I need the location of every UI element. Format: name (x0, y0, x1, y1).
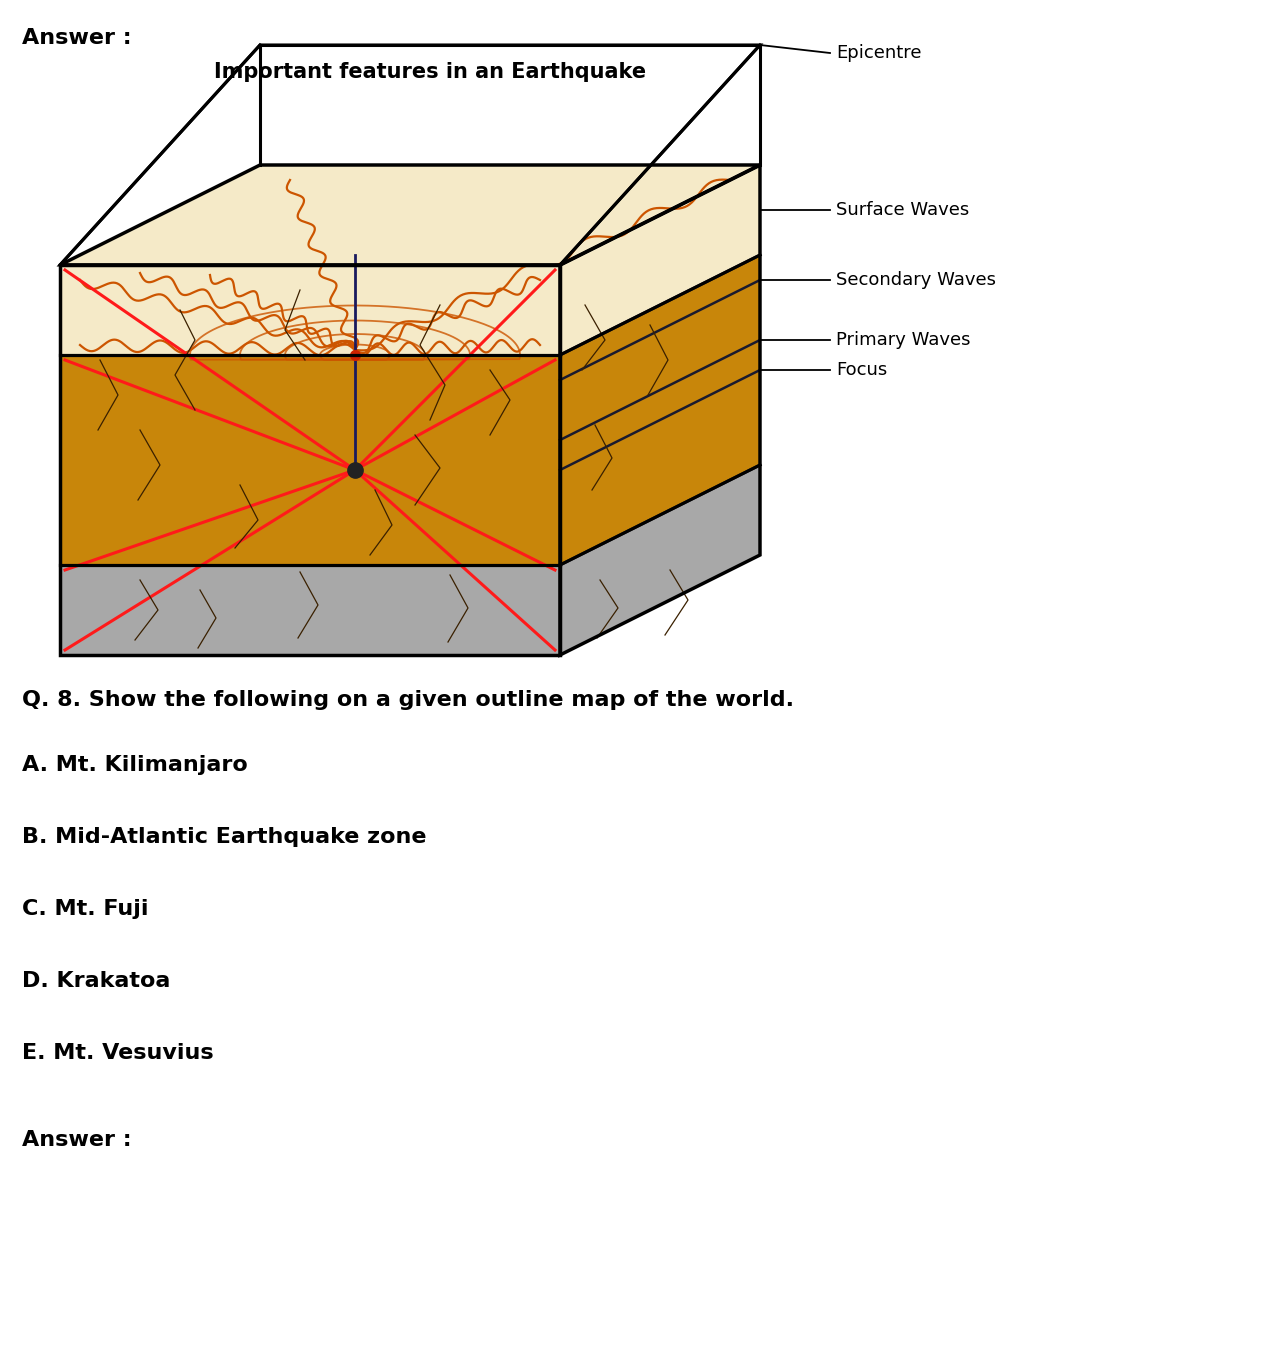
Text: Answer :: Answer : (22, 1130, 132, 1150)
Text: Focus: Focus (836, 361, 887, 378)
Polygon shape (59, 265, 560, 355)
Text: Answer :: Answer : (22, 27, 132, 48)
Text: Epicentre: Epicentre (836, 44, 921, 62)
Text: Important features in an Earthquake: Important features in an Earthquake (214, 62, 646, 82)
Text: C. Mt. Fuji: C. Mt. Fuji (22, 899, 148, 919)
Text: Surface Waves: Surface Waves (836, 202, 969, 219)
Text: A. Mt. Kilimanjaro: A. Mt. Kilimanjaro (22, 755, 248, 775)
Text: B. Mid-Atlantic Earthquake zone: B. Mid-Atlantic Earthquake zone (22, 827, 426, 847)
Text: Q. 8. Show the following on a given outline map of the world.: Q. 8. Show the following on a given outl… (22, 690, 794, 710)
Polygon shape (560, 255, 760, 565)
Text: Primary Waves: Primary Waves (836, 330, 970, 350)
Text: Secondary Waves: Secondary Waves (836, 271, 996, 289)
Polygon shape (59, 165, 760, 265)
Text: D. Krakatoa: D. Krakatoa (22, 971, 171, 991)
Polygon shape (59, 45, 760, 265)
Polygon shape (560, 465, 760, 655)
Polygon shape (59, 355, 560, 565)
Text: E. Mt. Vesuvius: E. Mt. Vesuvius (22, 1043, 214, 1063)
Polygon shape (59, 565, 560, 655)
Polygon shape (560, 165, 760, 655)
Polygon shape (560, 165, 760, 355)
